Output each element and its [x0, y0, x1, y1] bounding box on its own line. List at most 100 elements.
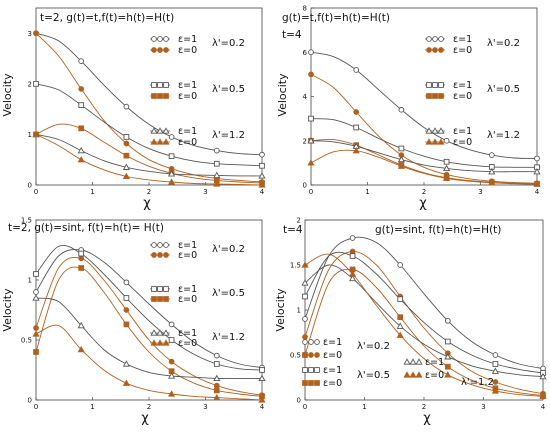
series-3-point [308, 115, 314, 122]
x-tick-label: 0 [34, 188, 38, 196]
legend-epsilon-label: ε=0 [323, 350, 342, 361]
chart-panel-1: 0 1 2 3 4 0 1 2 3 χ Velocity t=2, g(t)=t,f(t)=h(t)=… [0, 0, 275, 215]
series-6-point [533, 180, 541, 187]
plot-frame [310, 7, 538, 186]
x-tick-label: 0 [309, 188, 313, 196]
series-1-point [78, 58, 85, 64]
legend-marker [314, 380, 320, 386]
series-1-point [353, 67, 360, 73]
series-5-point [443, 164, 451, 172]
x-tick-label: 2 [147, 403, 151, 411]
series-4-line [310, 138, 538, 185]
series-6-point [168, 178, 176, 185]
chart-panel-2: 0 1 2 3 4 0 2 4 6 8 χ Velocity g(t)=t,f(t)=h(t)=H(t)… [275, 0, 550, 215]
series-3-point [259, 367, 265, 373]
series-1-point [123, 279, 130, 286]
legend-marker [151, 47, 157, 53]
legend-epsilon-label: ε=0 [453, 91, 472, 102]
legend-marker [302, 352, 308, 358]
x-tick-label: 0 [34, 403, 38, 411]
series-5-point [488, 168, 496, 175]
legend-marker [437, 138, 445, 145]
x-axis-label: χ [141, 411, 149, 426]
x-tick-label: 3 [203, 188, 207, 196]
legend-marker [432, 93, 438, 99]
series-3-point [78, 250, 85, 257]
legend-marker [308, 339, 314, 345]
y-tick-label: 2 [303, 137, 307, 145]
x-tick-label: 1 [90, 188, 94, 196]
legend-epsilon-label: ε=0 [178, 91, 197, 102]
chart-title: t=2, g(t)=sint, f(t)=h(t)= H(t) [8, 222, 164, 234]
legend-marker [314, 352, 320, 358]
series-1-point [488, 152, 495, 158]
chart-panel-3: 0 1 2 3 4 0 0.5 1 1.5 χ Velocity t=2, g(t)=sint, f(… [0, 215, 275, 430]
legend-marker [431, 127, 439, 134]
x-tick-label: 4 [535, 188, 540, 196]
series-1-point [259, 151, 265, 158]
series-2-point [302, 334, 308, 340]
series-5-point [258, 374, 266, 382]
legend-marker [426, 36, 432, 42]
y-tick-label: 3 [28, 30, 32, 38]
series-6-line [304, 253, 544, 397]
legend-epsilon-label: ε=0 [425, 370, 444, 381]
series-5-point [168, 170, 176, 177]
legend-marker [163, 252, 169, 258]
legend-marker [426, 93, 432, 99]
legend-marker [163, 47, 169, 53]
series-5-point [539, 372, 547, 380]
legend-epsilon-label: ε=1 [178, 34, 197, 45]
series-5-point [349, 274, 357, 282]
legend-marker [151, 242, 157, 248]
series-6-point [122, 172, 130, 180]
series-5-point [122, 360, 130, 367]
series-6-point [32, 130, 40, 138]
legend-marker [157, 36, 163, 42]
y-tick-label: 8 [303, 5, 307, 13]
series-1-point [397, 262, 404, 268]
legend-lambda-label: λ'=0.2 [487, 38, 520, 49]
x-tick-label: 4 [541, 403, 546, 411]
y-axis-label: Velocity [276, 73, 289, 117]
legend-marker [157, 242, 163, 248]
series-5-point [213, 171, 221, 179]
legend-marker [415, 358, 423, 365]
legend-marker [163, 296, 169, 302]
series-2-point [123, 140, 130, 147]
series-6-point [488, 179, 496, 186]
legend: ε=1 λ'=0.2 ε=0 ε=1 λ'=0.5 ε=0 ε=1 λ'=1.2 ε=0 [302, 337, 494, 389]
series-3-point [168, 153, 175, 160]
series-5-point [444, 353, 452, 360]
series-5-point [258, 172, 266, 179]
y-tick-label: 1 [297, 307, 301, 315]
x-axis-label: χ [423, 411, 431, 426]
series-3-point [444, 338, 451, 345]
series-2-point [213, 382, 220, 389]
legend-lambda-label: λ'=0.5 [357, 370, 390, 381]
legend-marker [426, 82, 432, 88]
series-1-line [35, 32, 263, 156]
x-tick-label: 2 [422, 188, 426, 196]
y-tick-label: 6 [303, 49, 308, 57]
x-tick-label: 4 [260, 188, 265, 196]
legend-marker [438, 82, 444, 88]
series-2-line [35, 32, 263, 183]
legend-lambda-label: λ'=0.2 [357, 341, 390, 352]
legend-marker [431, 138, 439, 145]
y-tick-label: 0.5 [290, 352, 301, 360]
series-6-point [32, 330, 40, 337]
series-2-line [35, 256, 263, 396]
x-tick-label: 4 [260, 403, 265, 411]
legend-epsilon-label: ε=1 [453, 80, 472, 91]
series-5-line [35, 133, 263, 177]
legend-marker [151, 93, 157, 99]
series-5-point [77, 146, 85, 154]
legend-marker [150, 329, 158, 336]
legend-marker [150, 339, 158, 346]
x-tick-label: 2 [422, 403, 426, 411]
series-3-line [35, 83, 263, 167]
series-2-point [78, 255, 85, 262]
legend-lambda-label: λ'=1.2 [212, 130, 245, 141]
